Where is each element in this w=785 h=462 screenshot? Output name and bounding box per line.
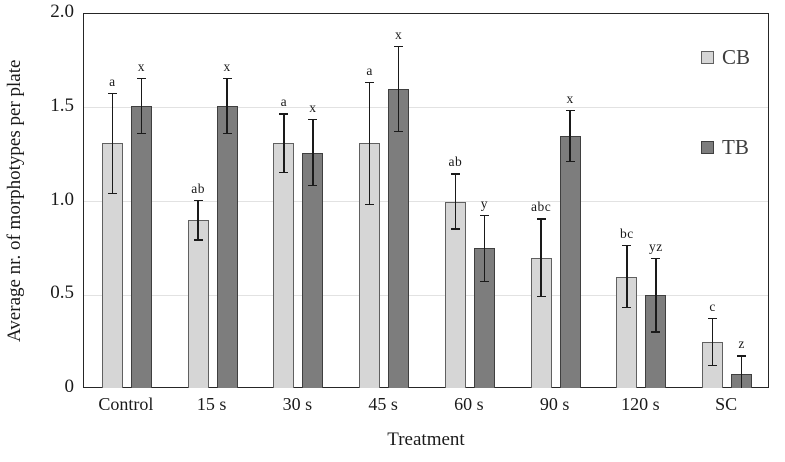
- error-cap-bottom-cb-90-s: [536, 295, 546, 298]
- error-cap-bottom-cb-sc: [708, 365, 718, 367]
- bar-tb-45-s: [388, 89, 410, 388]
- sig-letter-tb-90-s: x: [566, 90, 574, 106]
- bar-tb-control: [130, 105, 152, 388]
- gridline-y-1-5: [84, 107, 768, 109]
- error-bar-tb-30-s: [312, 119, 314, 186]
- bar-cb-15-s: [187, 220, 209, 388]
- bar-tb-90-s: [559, 135, 581, 388]
- sig-letter-tb-control: x: [137, 58, 145, 74]
- error-cap-top-cb-sc: [708, 317, 718, 320]
- sig-letter-cb-30-s: a: [280, 94, 288, 110]
- x-tick-label-30-s: 30 s: [282, 394, 313, 414]
- error-cap-top-tb-sc: [737, 355, 747, 357]
- error-cap-bottom-cb-30-s: [279, 171, 289, 174]
- error-bar-cb-15-s: [197, 199, 199, 240]
- error-cap-bottom-cb-15-s: [193, 239, 203, 241]
- error-cap-bottom-cb-45-s: [365, 203, 375, 206]
- error-bar-tb-60-s: [483, 214, 486, 282]
- error-cap-top-cb-120-s: [622, 244, 632, 247]
- sig-letter-tb-30-s: x: [309, 100, 317, 115]
- error-cap-top-cb-15-s: [193, 199, 203, 202]
- error-cap-top-tb-120-s: [651, 257, 661, 260]
- sig-letter-cb-120-s: bc: [620, 225, 634, 241]
- x-axis-title: Treatment: [387, 429, 465, 450]
- error-cap-bottom-tb-120-s: [651, 331, 661, 333]
- sig-letter-tb-45-s: x: [395, 26, 403, 42]
- error-cap-top-tb-15-s: [222, 77, 232, 80]
- error-bar-cb-60-s: [454, 173, 457, 229]
- error-cap-top-cb-control: [107, 92, 117, 95]
- x-tick-label-60-s: 60 s: [454, 394, 484, 414]
- gridline-y-0-5: [84, 294, 768, 296]
- error-bar-tb-90-s: [569, 109, 571, 162]
- error-cap-top-tb-control: [136, 77, 146, 80]
- error-cap-top-tb-30-s: [308, 119, 318, 121]
- error-cap-bottom-tb-45-s: [394, 130, 404, 133]
- error-bar-tb-control: [140, 77, 143, 133]
- error-bar-cb-45-s: [368, 81, 371, 205]
- x-tick-label-120-s: 120 s: [621, 394, 660, 414]
- bar-tb-30-s: [302, 152, 324, 388]
- x-tick-label-90-s: 90 s: [539, 394, 570, 414]
- error-cap-bottom-cb-60-s: [450, 228, 460, 230]
- sig-letter-cb-90-s: abc: [531, 199, 552, 215]
- x-tick-label-sc: SC: [715, 394, 738, 414]
- sig-letter-cb-60-s: ab: [448, 154, 463, 170]
- bar-tb-15-s: [216, 105, 238, 388]
- error-cap-bottom-tb-15-s: [222, 132, 232, 134]
- error-cap-top-cb-60-s: [450, 173, 460, 175]
- error-cap-top-cb-30-s: [279, 113, 289, 115]
- y-tick-label-0: 0: [64, 376, 75, 397]
- x-tick-label-15-s: 15 s: [196, 394, 227, 414]
- error-bar-cb-30-s: [283, 113, 285, 173]
- error-bar-tb-sc: [740, 355, 743, 388]
- legend-item-tb: TB: [701, 135, 749, 160]
- legend-swatch-tb: [701, 141, 714, 154]
- sig-letter-tb-15-s: x: [223, 58, 231, 74]
- legend-swatch-cb: [701, 51, 714, 64]
- error-cap-bottom-cb-control: [107, 192, 117, 194]
- x-tick-label-control: Control: [98, 394, 154, 414]
- legend-item-cb: CB: [701, 45, 750, 70]
- error-cap-bottom-cb-120-s: [622, 306, 632, 309]
- error-bar-cb-90-s: [540, 218, 542, 297]
- error-bar-tb-15-s: [226, 77, 228, 133]
- legend-label-tb: TB: [722, 135, 749, 159]
- sig-letter-cb-15-s: ab: [191, 180, 205, 196]
- error-bar-tb-45-s: [397, 45, 400, 132]
- x-tick-label-45-s: 45 s: [368, 394, 398, 414]
- error-bar-cb-control: [111, 92, 114, 193]
- bar-cb-30-s: [273, 143, 295, 388]
- error-cap-bottom-tb-90-s: [565, 160, 575, 163]
- y-tick-label-1-5: 1.5: [50, 94, 74, 116]
- error-cap-top-tb-90-s: [565, 109, 575, 112]
- y-tick-label-0-5: 0.5: [50, 282, 74, 304]
- error-cap-bottom-tb-30-s: [308, 185, 318, 187]
- gridline-y-1-0: [84, 201, 768, 202]
- sig-letter-cb-45-s: a: [366, 62, 373, 78]
- y-tick-label-2-0: 2.0: [50, 1, 74, 22]
- sig-letter-tb-60-s: y: [480, 195, 488, 211]
- sig-letter-tb-120-s: yz: [649, 238, 663, 254]
- legend-label-cb: CB: [722, 45, 751, 69]
- error-cap-top-cb-45-s: [365, 81, 375, 83]
- error-cap-top-tb-45-s: [394, 45, 404, 48]
- error-cap-bottom-tb-60-s: [479, 280, 489, 283]
- error-cap-top-tb-60-s: [479, 214, 489, 217]
- sig-letter-cb-control: a: [109, 73, 116, 89]
- error-cap-bottom-tb-control: [136, 132, 146, 134]
- error-cap-top-cb-90-s: [536, 218, 546, 220]
- plot-area: a ab a a ab abc bc c x x x x y x yz z: [83, 13, 769, 388]
- y-tick-label-1-0: 1.0: [50, 188, 74, 210]
- error-bar-cb-120-s: [626, 244, 628, 308]
- sig-letter-cb-sc: c: [709, 298, 716, 314]
- sig-letter-tb-sc: z: [738, 336, 745, 352]
- error-bar-tb-120-s: [655, 257, 657, 332]
- error-bar-cb-sc: [711, 317, 714, 366]
